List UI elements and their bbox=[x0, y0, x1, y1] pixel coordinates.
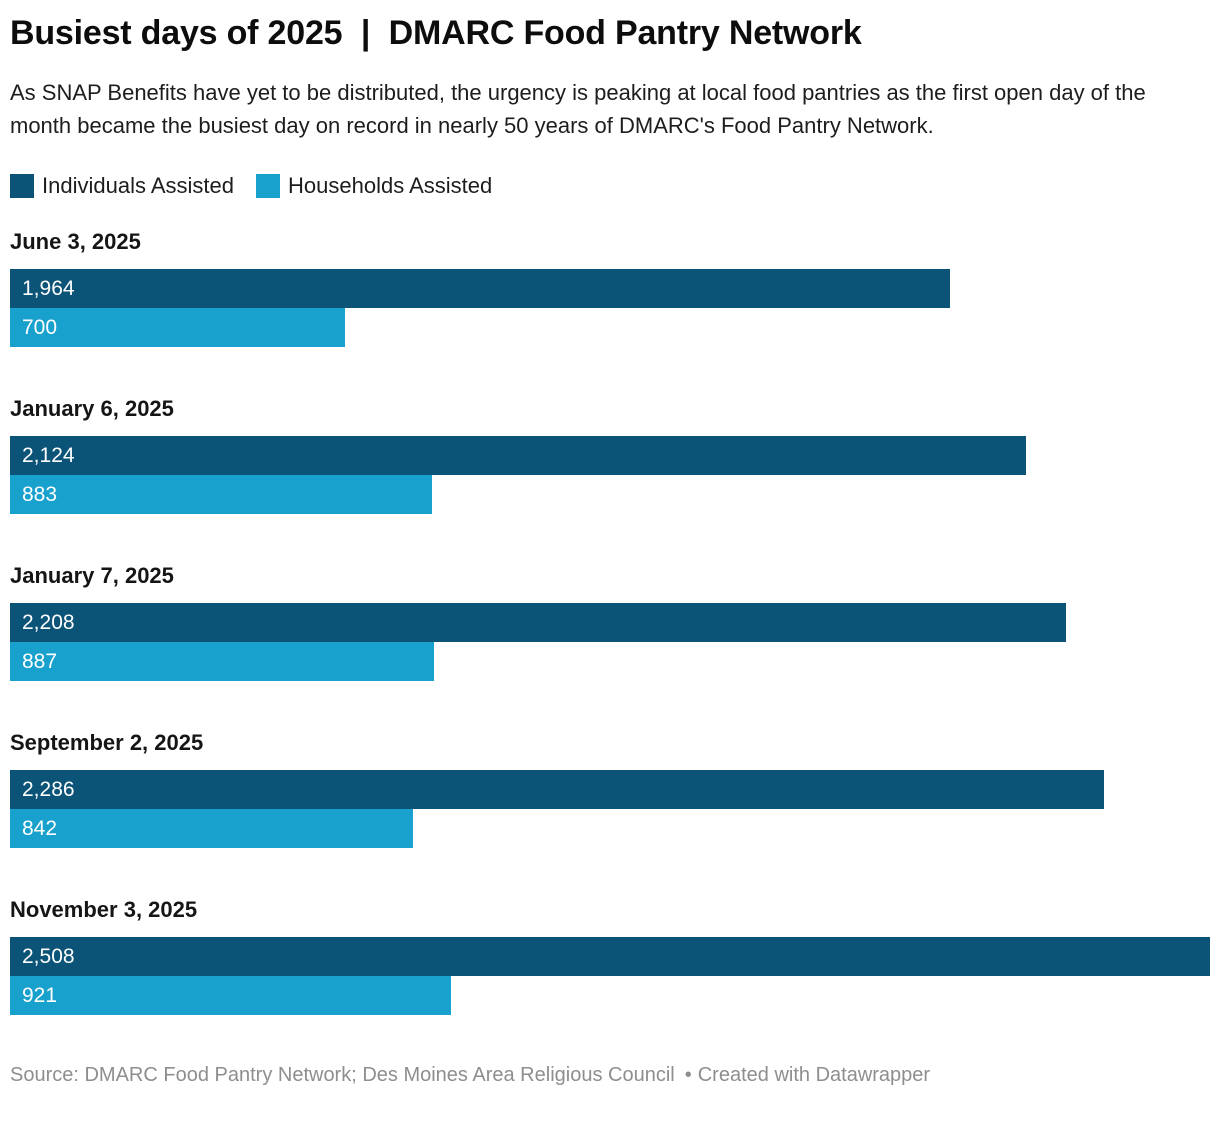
legend-item-individuals: Individuals Assisted bbox=[10, 174, 234, 198]
group-date-label: November 3, 2025 bbox=[10, 897, 198, 922]
group-date-label: June 3, 2025 bbox=[10, 229, 141, 254]
bar-value-label: 842 bbox=[22, 816, 58, 840]
bar-value-label: 2,286 bbox=[22, 777, 75, 801]
bar-row: 2,124 bbox=[10, 436, 1210, 475]
attribution-text: Created with Datawrapper bbox=[697, 1064, 931, 1086]
bar[interactable]: 2,508 bbox=[10, 937, 1210, 976]
page-title: Busiest days of 2025 | DMARC Food Pantry… bbox=[10, 14, 862, 52]
bar-row: 1,964 bbox=[10, 269, 1210, 308]
source-text: Source: DMARC Food Pantry Network; Des M… bbox=[10, 1064, 675, 1086]
bar[interactable]: 2,286 bbox=[10, 770, 1104, 809]
bar-group: January 6, 2025 2,124 883 bbox=[10, 395, 1210, 514]
bar-value-label: 700 bbox=[22, 315, 58, 339]
bar-row: 2,508 bbox=[10, 937, 1210, 976]
bar[interactable]: 1,964 bbox=[10, 269, 950, 308]
bar-row: 921 bbox=[10, 976, 1210, 1015]
bar[interactable]: 2,208 bbox=[10, 603, 1067, 642]
legend-item-households: Households Assisted bbox=[256, 174, 492, 198]
bar[interactable]: 887 bbox=[10, 642, 435, 681]
bar-groups: June 3, 2025 1,964 700 January 6, 2025 2… bbox=[10, 228, 1210, 1015]
chart-description: As SNAP Benefits have yet to be distribu… bbox=[10, 80, 1146, 138]
bar-value-label: 1,964 bbox=[22, 276, 75, 300]
legend-label: Households Assisted bbox=[288, 173, 493, 198]
bar-row: 2,208 bbox=[10, 603, 1210, 642]
bar[interactable]: 2,124 bbox=[10, 436, 1027, 475]
group-date-label: January 7, 2025 bbox=[10, 563, 174, 588]
bar[interactable]: 921 bbox=[10, 976, 451, 1015]
bar-row: 700 bbox=[10, 308, 1210, 347]
bar-group: January 7, 2025 2,208 887 bbox=[10, 562, 1210, 681]
legend: Individuals Assisted Households Assisted bbox=[10, 174, 1210, 198]
group-date-label: September 2, 2025 bbox=[10, 730, 204, 755]
bar-group: June 3, 2025 1,964 700 bbox=[10, 228, 1210, 347]
bar-value-label: 2,124 bbox=[22, 443, 75, 467]
bar[interactable]: 700 bbox=[10, 308, 345, 347]
legend-swatch-individuals bbox=[10, 174, 34, 198]
group-date-label: January 6, 2025 bbox=[10, 396, 174, 421]
bar-value-label: 883 bbox=[22, 482, 58, 506]
bar-group: November 3, 2025 2,508 921 bbox=[10, 896, 1210, 1015]
bar-value-label: 2,508 bbox=[22, 944, 75, 968]
bar-value-label: 2,208 bbox=[22, 610, 75, 634]
bar-row: 842 bbox=[10, 809, 1210, 848]
bar-group: September 2, 2025 2,286 842 bbox=[10, 729, 1210, 848]
chart-footer: Source: DMARC Food Pantry Network; Des M… bbox=[10, 1063, 1210, 1087]
bar-row: 2,286 bbox=[10, 770, 1210, 809]
bar-row: 883 bbox=[10, 475, 1210, 514]
bar-row: 887 bbox=[10, 642, 1210, 681]
bar-value-label: 887 bbox=[22, 649, 58, 673]
bar[interactable]: 842 bbox=[10, 809, 413, 848]
legend-swatch-households bbox=[256, 174, 280, 198]
footer-separator: • bbox=[684, 1064, 692, 1086]
bar[interactable]: 883 bbox=[10, 475, 433, 514]
legend-label: Individuals Assisted bbox=[42, 173, 234, 198]
bar-value-label: 921 bbox=[22, 983, 58, 1007]
